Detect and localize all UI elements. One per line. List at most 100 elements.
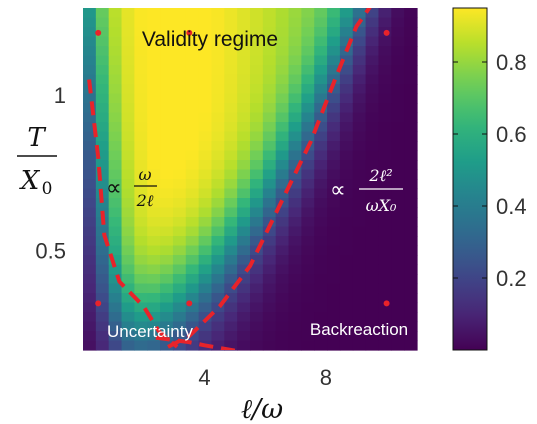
heatmap-cell — [378, 131, 392, 142]
heatmap-cell — [262, 312, 277, 323]
heatmap-cell — [83, 340, 97, 351]
heatmap-cell — [95, 312, 110, 323]
heatmap-cell — [147, 207, 161, 218]
heatmap-cell — [95, 340, 110, 351]
heatmap-cell — [404, 27, 418, 38]
heatmap-cell — [365, 93, 380, 104]
heatmap-cell — [378, 340, 392, 351]
heatmap-cell — [185, 65, 200, 76]
heatmap-cell — [339, 103, 354, 114]
heatmap-cell — [160, 103, 174, 114]
heatmap-cell — [250, 226, 264, 237]
heatmap-cell — [160, 245, 174, 256]
heatmap-cell — [262, 74, 277, 85]
heatmap-cell — [365, 264, 380, 275]
heatmap-cell — [83, 217, 97, 228]
heatmap-cell — [301, 283, 315, 294]
heatmap-cell — [339, 331, 354, 342]
heatmap-cell — [327, 245, 341, 256]
heatmap-cell — [275, 150, 290, 161]
heatmap-cell — [314, 17, 328, 28]
heatmap-cell — [224, 226, 238, 237]
heatmap-cell — [121, 255, 135, 266]
heatmap-cell — [160, 65, 174, 76]
heatmap-cell — [237, 84, 251, 95]
heatmap-cell — [147, 255, 161, 266]
heatmap-cell — [121, 103, 135, 114]
heatmap-cell — [198, 274, 213, 285]
heatmap-cell — [262, 103, 277, 114]
heatmap-cell — [301, 74, 315, 85]
heatmap-cell — [339, 93, 354, 104]
heatmap-cell — [352, 46, 367, 57]
heatmap-cell — [314, 321, 328, 332]
heatmap-cell — [237, 55, 251, 66]
heatmap-cell — [224, 179, 238, 190]
heatmap-cell — [121, 131, 135, 142]
heatmap-cell — [185, 293, 200, 304]
heatmap-cell — [83, 293, 97, 304]
heatmap-cell — [160, 84, 174, 95]
heatmap-cell — [288, 340, 302, 351]
heatmap-cell — [352, 198, 367, 209]
heatmap-cell — [365, 55, 380, 66]
heatmap-cell — [224, 55, 238, 66]
heatmap-cell — [404, 8, 418, 19]
heatmap-cell — [95, 55, 110, 66]
heatmap-cell — [147, 226, 161, 237]
heatmap-cell — [365, 217, 380, 228]
heatmap-cell — [95, 65, 110, 76]
heatmap-cell — [327, 236, 341, 247]
heatmap-cell — [378, 141, 392, 152]
heatmap-cell — [352, 293, 367, 304]
heatmap-cell — [108, 93, 123, 104]
heatmap-cell — [160, 207, 174, 218]
heatmap-cell — [172, 283, 187, 294]
heatmap-cell — [339, 188, 354, 199]
heatmap-cell — [391, 264, 405, 275]
heatmap-cell — [314, 245, 328, 256]
heatmap-cell — [172, 274, 187, 285]
heatmap-cell — [198, 84, 213, 95]
heatmap-cell — [301, 302, 315, 313]
heatmap-cell — [301, 245, 315, 256]
heatmap-cell — [391, 245, 405, 256]
heatmap-cell — [237, 122, 251, 133]
heatmap-cell — [83, 36, 97, 47]
heatmap-cell — [378, 331, 392, 342]
heatmap-cell — [237, 131, 251, 142]
heatmap-cell — [301, 46, 315, 57]
heatmap-cell — [275, 179, 290, 190]
heatmap-cell — [314, 179, 328, 190]
heatmap-cell — [224, 340, 238, 351]
heatmap-cell — [198, 65, 213, 76]
y-axis-label: T X 0 — [17, 123, 57, 199]
heatmap-cell — [224, 36, 238, 47]
heatmap-cell — [211, 84, 225, 95]
heatmap-cell — [147, 245, 161, 256]
heatmap-cell — [339, 74, 354, 85]
heatmap-cell — [404, 293, 418, 304]
heatmap-cell — [262, 55, 277, 66]
heatmap-cell — [275, 8, 290, 19]
heatmap-cell — [404, 46, 418, 57]
heatmap-cell — [250, 321, 264, 332]
heatmap-cell — [327, 141, 341, 152]
heatmap-cell — [365, 150, 380, 161]
heatmap-cell — [134, 293, 148, 304]
heatmap-cell — [160, 217, 174, 228]
heatmap-cell — [224, 65, 238, 76]
heatmap-cell — [172, 131, 187, 142]
heatmap-cell — [121, 312, 135, 323]
heatmap-cell — [172, 179, 187, 190]
heatmap-cell — [211, 274, 225, 285]
heatmap-cell — [301, 179, 315, 190]
heatmap-cell — [134, 36, 148, 47]
heatmap-cell — [108, 122, 123, 133]
heatmap-cell — [147, 169, 161, 180]
heatmap-cell — [211, 312, 225, 323]
heatmap-cell — [352, 207, 367, 218]
heatmap-cell — [352, 141, 367, 152]
heatmap-cell — [339, 236, 354, 247]
heatmap-cell — [95, 169, 110, 180]
